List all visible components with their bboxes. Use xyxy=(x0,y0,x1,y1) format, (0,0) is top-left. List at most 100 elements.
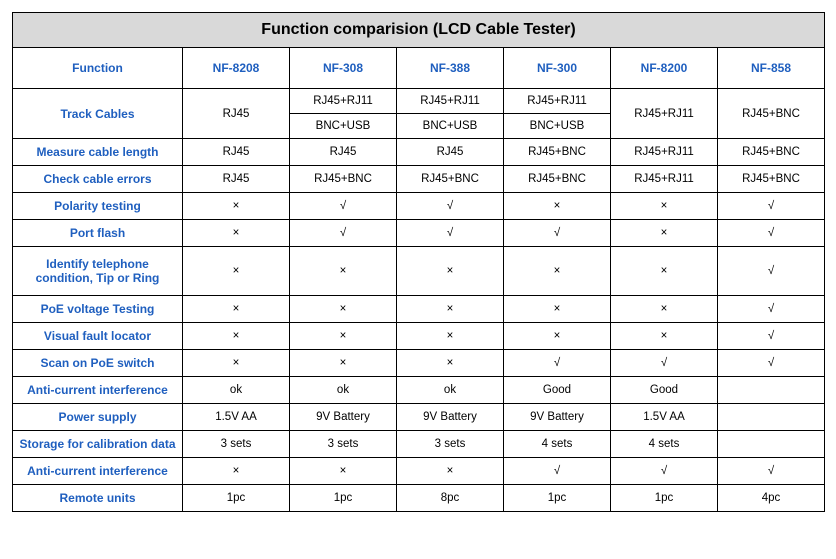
table-cell: × xyxy=(183,323,290,350)
table-cell: 1pc xyxy=(183,485,290,512)
table-cell: RJ45+BNC xyxy=(718,89,825,139)
table-cell: 8pc xyxy=(397,485,504,512)
table-cell: × xyxy=(611,247,718,296)
table-cell: × xyxy=(504,323,611,350)
table-cell xyxy=(718,431,825,458)
table-cell: × xyxy=(290,350,397,377)
model-header-nf-8200: NF-8200 xyxy=(611,48,718,89)
table-cell: RJ45+BNC xyxy=(504,139,611,166)
table-cell: 4pc xyxy=(718,485,825,512)
table-cell: 1pc xyxy=(611,485,718,512)
table-cell: √ xyxy=(290,220,397,247)
table-cell: 9V Battery xyxy=(290,404,397,431)
function-label: Power supply xyxy=(13,404,183,431)
table-cell: × xyxy=(183,350,290,377)
table-cell: ok xyxy=(183,377,290,404)
table-cell: 1.5V AA xyxy=(183,404,290,431)
table-cell: √ xyxy=(718,193,825,220)
table-cell: RJ45 xyxy=(183,89,290,139)
table-row: Storage for calibration data3 sets3 sets… xyxy=(13,431,825,458)
title-row: Function comparision (LCD Cable Tester) xyxy=(13,13,825,48)
table-cell: × xyxy=(504,193,611,220)
table-cell: RJ45+RJ11 xyxy=(397,89,504,114)
function-label: Visual fault locator xyxy=(13,323,183,350)
table-cell: × xyxy=(611,193,718,220)
table-cell: × xyxy=(611,296,718,323)
table-cell: × xyxy=(183,193,290,220)
table-cell: √ xyxy=(718,247,825,296)
table-cell: √ xyxy=(397,220,504,247)
table-cell: × xyxy=(397,350,504,377)
table-cell xyxy=(718,404,825,431)
table-cell: √ xyxy=(718,323,825,350)
table-row: Measure cable lengthRJ45RJ45RJ45RJ45+BNC… xyxy=(13,139,825,166)
table-cell: √ xyxy=(397,193,504,220)
table-row: Anti-current interference×××√√√ xyxy=(13,458,825,485)
table-cell: × xyxy=(183,247,290,296)
table-cell: BNC+USB xyxy=(504,114,611,139)
table-cell: × xyxy=(397,247,504,296)
function-label: Anti-current interference xyxy=(13,458,183,485)
table-cell: × xyxy=(290,296,397,323)
table-cell: √ xyxy=(611,350,718,377)
table-cell: × xyxy=(183,296,290,323)
table-cell xyxy=(718,377,825,404)
function-label: PoE voltage Testing xyxy=(13,296,183,323)
table-cell: ok xyxy=(290,377,397,404)
table-cell: × xyxy=(397,296,504,323)
table-row: Check cable errorsRJ45RJ45+BNCRJ45+BNCRJ… xyxy=(13,166,825,193)
table-cell: × xyxy=(183,458,290,485)
table-cell: BNC+USB xyxy=(290,114,397,139)
table-cell: Good xyxy=(504,377,611,404)
table-cell: Good xyxy=(611,377,718,404)
table-cell: 4 sets xyxy=(504,431,611,458)
table-cell: 1.5V AA xyxy=(611,404,718,431)
table-title: Function comparision (LCD Cable Tester) xyxy=(13,13,825,48)
table-cell: ok xyxy=(397,377,504,404)
table-row: Remote units1pc1pc8pc1pc1pc4pc xyxy=(13,485,825,512)
function-label: Polarity testing xyxy=(13,193,183,220)
table-cell: × xyxy=(290,247,397,296)
table-cell: × xyxy=(504,296,611,323)
table-cell: 9V Battery xyxy=(504,404,611,431)
table-cell: × xyxy=(397,323,504,350)
table-cell: × xyxy=(611,220,718,247)
table-cell: √ xyxy=(718,220,825,247)
table-cell: √ xyxy=(718,296,825,323)
model-header-nf-308: NF-308 xyxy=(290,48,397,89)
table-row: Identify telephone condition, Tip or Rin… xyxy=(13,247,825,296)
table-cell: √ xyxy=(611,458,718,485)
table-cell: 1pc xyxy=(290,485,397,512)
table-cell: 3 sets xyxy=(397,431,504,458)
table-cell: RJ45 xyxy=(290,139,397,166)
table-cell: √ xyxy=(718,350,825,377)
table-cell: BNC+USB xyxy=(397,114,504,139)
table-cell: √ xyxy=(504,458,611,485)
table-row: Polarity testing×√√××√ xyxy=(13,193,825,220)
table-row: Port flash×√√√×√ xyxy=(13,220,825,247)
function-label: Check cable errors xyxy=(13,166,183,193)
function-label: Anti-current interference xyxy=(13,377,183,404)
table-cell: 4 sets xyxy=(611,431,718,458)
table-row: Track CablesRJ45RJ45+RJ11RJ45+RJ11RJ45+R… xyxy=(13,89,825,114)
table-cell: × xyxy=(611,323,718,350)
function-label: Measure cable length xyxy=(13,139,183,166)
comparison-table: Function comparision (LCD Cable Tester)F… xyxy=(12,12,825,512)
table-cell: RJ45 xyxy=(397,139,504,166)
table-cell: RJ45+RJ11 xyxy=(290,89,397,114)
table-cell: √ xyxy=(504,350,611,377)
table-cell: × xyxy=(183,220,290,247)
table-cell: RJ45 xyxy=(183,139,290,166)
table-cell: RJ45 xyxy=(183,166,290,193)
table-cell: RJ45+RJ11 xyxy=(611,89,718,139)
function-header: Function xyxy=(13,48,183,89)
table-cell: RJ45+RJ11 xyxy=(611,166,718,193)
table-cell: RJ45+BNC xyxy=(397,166,504,193)
table-cell: 3 sets xyxy=(183,431,290,458)
function-label: Remote units xyxy=(13,485,183,512)
model-header-nf-8208: NF-8208 xyxy=(183,48,290,89)
table-cell: √ xyxy=(290,193,397,220)
table-cell: × xyxy=(504,247,611,296)
function-label: Identify telephone condition, Tip or Rin… xyxy=(13,247,183,296)
table-cell: RJ45+BNC xyxy=(718,166,825,193)
